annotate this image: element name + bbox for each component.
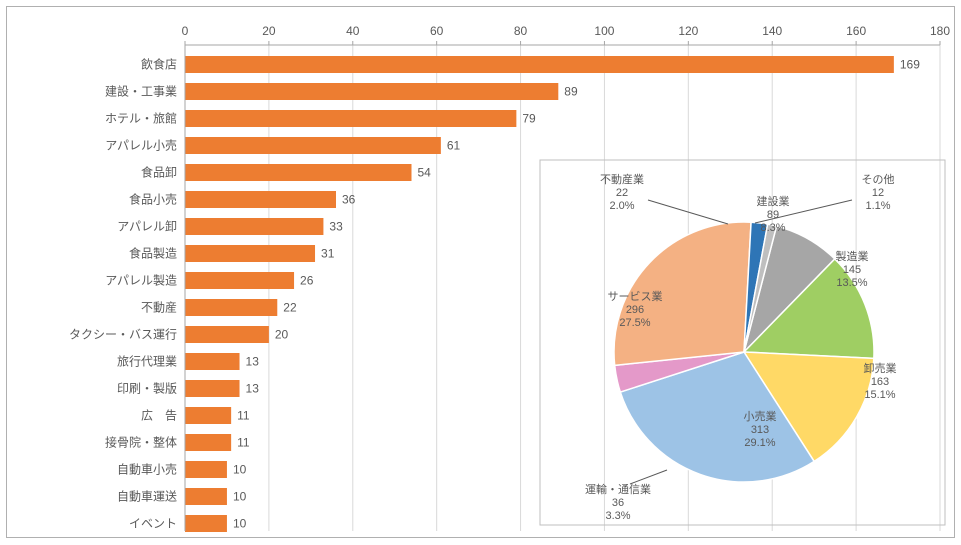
chart-frame: 020406080100120140160180飲食店169建設・工事業89ホテ… (0, 0, 961, 545)
outer-border (6, 6, 955, 538)
